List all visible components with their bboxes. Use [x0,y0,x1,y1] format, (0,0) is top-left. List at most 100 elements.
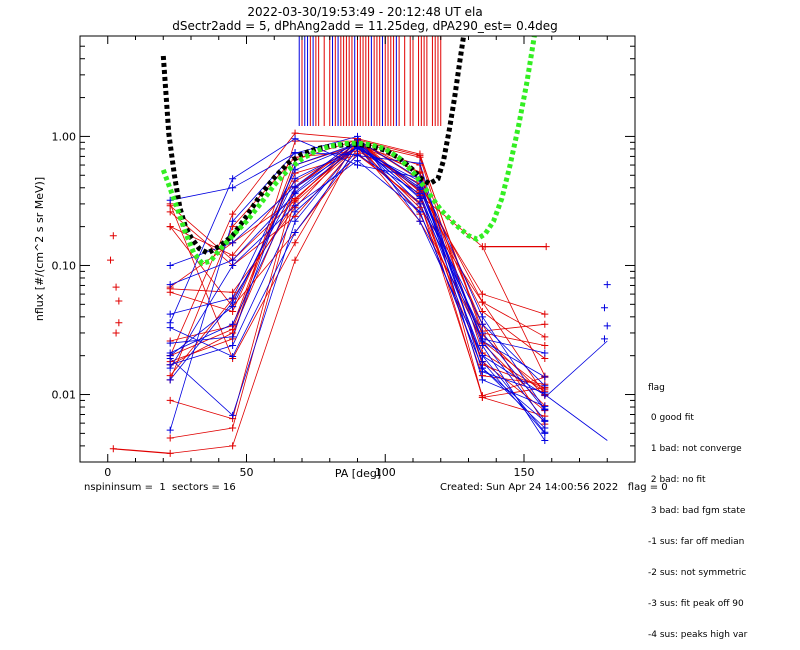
point-blue [166,349,174,357]
point-red [112,283,120,291]
point-blue [541,428,549,436]
point-red [542,243,550,251]
point-blue [354,132,361,140]
point-blue [291,208,299,216]
series-red-line [170,140,546,406]
axes-layer: 0 50 100 150 0.01 0.10 1.00 [52,35,635,479]
y-tick-label: 0.01 [52,389,77,402]
point-red [166,434,174,442]
point-red [291,239,299,247]
point-red [115,297,123,305]
point-red [478,393,486,401]
series-red-line [169,138,545,398]
point-blue [478,352,486,360]
point-red [166,208,174,216]
flag-legend-item: -1 sus: far off median [648,537,745,548]
point-red [541,310,549,318]
point-red [109,232,117,240]
series-red-line [170,141,546,420]
point-blue [291,229,299,237]
point-blue [541,382,549,390]
series-red-line [170,139,546,425]
point-blue [229,320,237,328]
point-red [229,210,237,218]
x-tick-label: 0 [104,466,111,479]
point-red [107,256,115,264]
point-blue [166,310,174,318]
point-blue [166,339,174,347]
point-blue [541,349,549,357]
point-blue [416,200,424,208]
y-tick-label: 0.10 [52,259,77,272]
x-tick-label: 100 [375,466,396,479]
point-blue [600,304,608,312]
point-red [112,329,120,337]
series-blue-line [170,148,546,434]
y-axis-label: nflux [#/(cm^2 s sr MeV)] [33,177,46,321]
point-red [541,341,549,349]
point-blue [291,217,299,225]
point-blue [541,389,549,397]
series-red-line [169,152,546,411]
point-blue [291,149,299,157]
point-blue [416,217,424,225]
point-blue [478,335,486,343]
series-blue-line [170,135,546,433]
point-blue [354,144,361,152]
point-blue [291,190,299,198]
chart-title-line1: 2022-03-30/19:53:49 - 20:12:48 UT ela [247,5,482,19]
point-red [541,320,549,328]
x-tick-label: 150 [514,466,535,479]
flag-legend-item: 1 bad: not converge [648,444,742,455]
point-blue [229,341,237,349]
point-blue [416,190,424,198]
flag-legend: flag 0 good fit 1 bad: not converge 2 ba… [648,362,747,650]
point-blue [229,175,237,183]
y-tick-label: 1.00 [52,130,77,143]
x-axis-label: PA [deg] [335,467,381,480]
chart-title-line2: dSectr2add = 5, dPhAng2add = 11.25deg, d… [172,19,558,33]
point-blue [229,333,237,341]
point-blue [478,358,486,366]
point-blue [229,239,237,247]
point-blue [291,175,299,183]
point-red [478,290,486,298]
point-blue [229,256,237,264]
point-blue [354,151,361,159]
series-blue-line [170,146,546,429]
point-blue [416,208,424,216]
green-fit-curve [160,36,537,267]
blue-extra-line [544,394,608,441]
flag-legend-title: flag [648,382,665,393]
point-blue [229,298,237,306]
point-blue [603,281,611,289]
point-red [166,396,174,404]
series-red-line [169,150,546,395]
flux-vs-pitch-angle-chart: 2022-03-30/19:53:49 - 20:12:48 UT ela dS… [33,5,636,480]
point-blue [291,182,299,190]
flag-legend-item: 0 good fit [648,413,694,424]
point-blue [291,202,299,210]
point-blue [478,341,486,349]
point-red [229,442,237,450]
footer-created-info: Created: Sun Apr 24 14:00:56 2022 flag =… [440,482,668,493]
point-blue [291,135,299,143]
series-blue-line [170,143,546,421]
data-layer [107,36,611,457]
point-red [478,298,486,306]
point-red [109,445,117,453]
series-blue-line [170,143,546,411]
point-blue [541,402,549,410]
series-red-line [169,145,545,417]
point-blue [354,161,361,169]
point-blue [166,319,174,327]
point-blue [166,261,174,269]
red-extra-line [113,448,171,454]
series-red-line [170,144,545,389]
point-red [541,333,549,341]
point-blue [478,329,486,337]
point-blue [229,411,237,419]
point-red [166,223,174,231]
point-blue [166,361,174,369]
flag-legend-item: -3 sus: fit peak off 90 [648,598,744,609]
